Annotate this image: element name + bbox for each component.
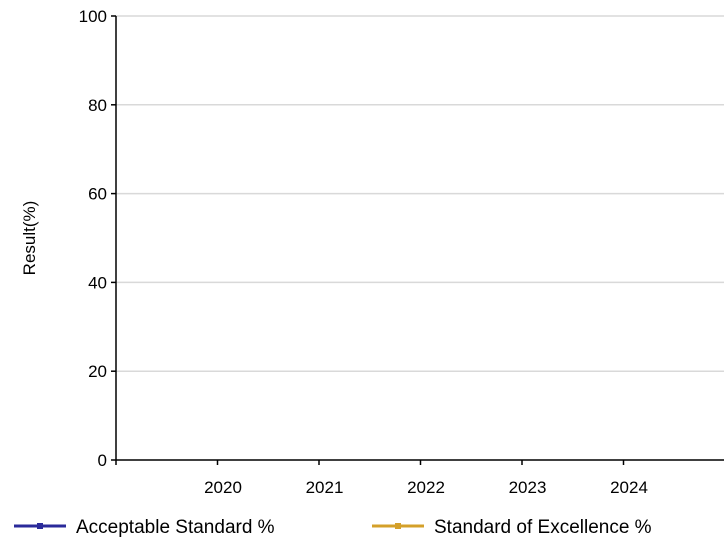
x-tick-label: 2020 (204, 478, 242, 497)
x-tick-label: 2023 (509, 478, 547, 497)
y-tick-label: 20 (88, 362, 107, 381)
x-tick-label: 2022 (407, 478, 445, 497)
legend-swatch-marker (37, 523, 43, 529)
y-tick-label: 40 (88, 273, 107, 292)
legend: Acceptable Standard % Standard of Excelle… (14, 517, 652, 538)
y-tick-label: 0 (98, 451, 107, 470)
legend-label: Standard of Excellence % (434, 517, 652, 538)
gridlines (116, 15, 724, 372)
x-tick-label: 2024 (610, 478, 648, 497)
x-tick-label: 2021 (306, 478, 344, 497)
y-tick-label: 80 (88, 96, 107, 115)
legend-swatch-marker (395, 523, 401, 529)
y-tick-label: 100 (79, 7, 107, 26)
y-axis: 0 20 40 60 80 100 (79, 7, 117, 470)
legend-label: Acceptable Standard % (76, 517, 275, 538)
y-axis-title: Result(%) (20, 201, 39, 276)
x-axis: 2020 2021 2022 2023 2024 (115, 459, 724, 497)
y-tick-label: 60 (88, 185, 107, 204)
